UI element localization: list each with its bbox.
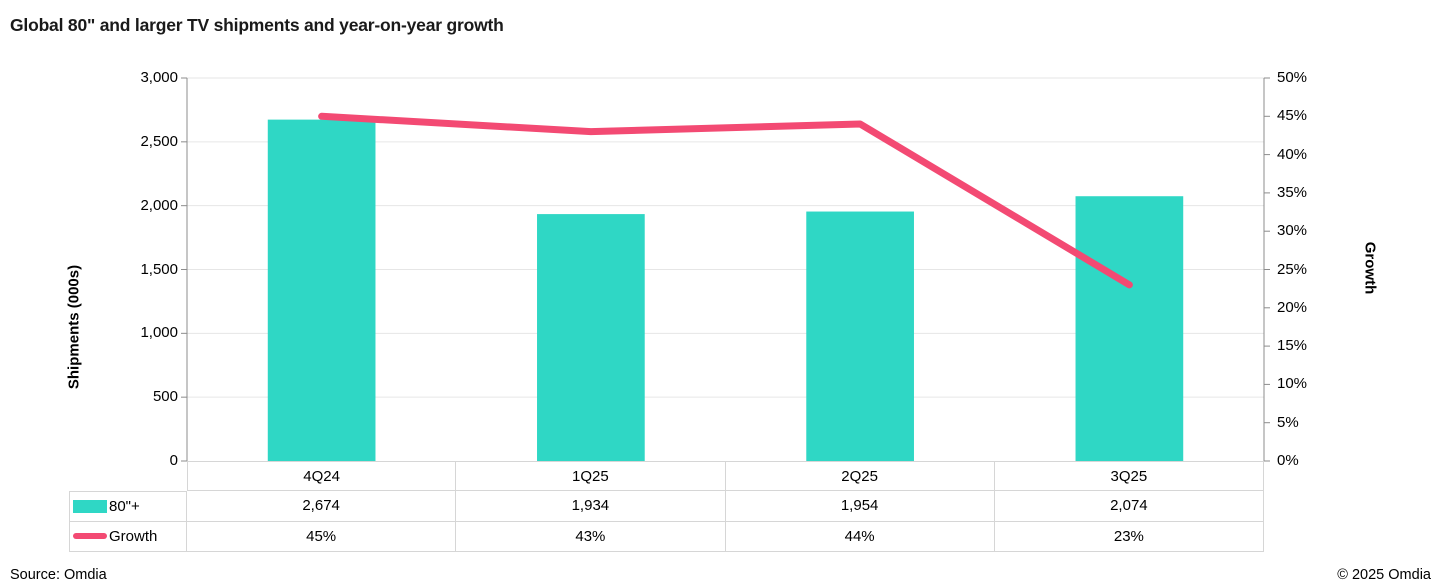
right-axis-tick-label: 10% bbox=[1277, 375, 1308, 393]
legend-label-growth: Growth bbox=[109, 527, 158, 545]
growth-value-cell-4Q24: 45% bbox=[187, 521, 457, 552]
right-axis-tick-label: 25% bbox=[1277, 260, 1308, 278]
legend-label-80plus: 80"+ bbox=[109, 497, 140, 515]
right-axis-tick-label: 0% bbox=[1277, 452, 1299, 469]
category-cell-2Q25: 2Q25 bbox=[725, 461, 995, 492]
bar-4Q24 bbox=[267, 119, 376, 462]
shipments-value-cell-2Q25: 1,954 bbox=[725, 491, 995, 522]
left-axis-tick-label: 2,500 bbox=[140, 132, 178, 150]
shipments-value-cell-1Q25: 1,934 bbox=[456, 491, 726, 522]
shipments-value-cell-3Q25: 2,074 bbox=[994, 491, 1264, 522]
axis-lines bbox=[181, 77, 1270, 462]
left-axis-tick-label: 3,000 bbox=[140, 69, 178, 86]
left-axis-tick-label: 2,000 bbox=[140, 196, 178, 214]
right-axis-tick-label: 45% bbox=[1277, 107, 1308, 125]
left-axis-tick-label: 1,000 bbox=[140, 324, 178, 342]
shipments-value-cell-4Q24: 2,674 bbox=[187, 491, 457, 522]
left-axis-tick-label: 500 bbox=[152, 388, 178, 406]
left-axis-tick-label: 0 bbox=[169, 452, 178, 469]
legend-swatch-80plus-bar bbox=[73, 499, 107, 513]
bar-3Q25 bbox=[1075, 196, 1184, 461]
category-cell-4Q24: 4Q24 bbox=[187, 461, 457, 492]
category-cell-3Q25: 3Q25 bbox=[994, 461, 1264, 492]
legend-swatch-growth-line bbox=[73, 533, 107, 540]
copyright-note: © 2025 Omdia bbox=[1337, 567, 1431, 583]
data-table: 4Q24 1Q25 2Q25 3Q25 80"+ 2,674 1,934 1,954 2,074… bbox=[69, 461, 1264, 552]
chart-title: Global 80" and larger TV shipments and y… bbox=[10, 15, 504, 35]
right-axis-tick-label: 40% bbox=[1277, 145, 1308, 163]
shipments-bars bbox=[267, 119, 1184, 462]
growth-value-cell-3Q25: 23% bbox=[994, 521, 1264, 552]
left-axis-tick-label: 1,500 bbox=[140, 260, 178, 278]
right-axis-tick-label: 15% bbox=[1277, 337, 1308, 355]
bar-1Q25 bbox=[537, 214, 645, 461]
right-axis-tick-label: 50% bbox=[1277, 69, 1308, 86]
right-axis-title: Growth bbox=[1361, 241, 1379, 295]
legend-item-growth: Growth bbox=[69, 521, 187, 552]
source-note: Source: Omdia bbox=[10, 567, 107, 583]
right-axis-tick-label: 30% bbox=[1277, 222, 1308, 240]
right-axis-tick-label: 5% bbox=[1277, 413, 1299, 431]
growth-line bbox=[318, 112, 1133, 289]
growth-value-cell-1Q25: 43% bbox=[456, 521, 726, 552]
bar-2Q25 bbox=[806, 211, 914, 461]
growth-value-cell-2Q25: 44% bbox=[725, 521, 995, 552]
table-corner-empty bbox=[69, 461, 187, 491]
left-axis-title: Shipments (000s) bbox=[65, 264, 83, 390]
right-axis-tick-label: 20% bbox=[1277, 298, 1308, 316]
legend-item-80plus: 80"+ bbox=[69, 491, 187, 522]
right-axis-tick-label: 35% bbox=[1277, 183, 1308, 201]
plot-svg bbox=[181, 77, 1270, 462]
category-cell-1Q25: 1Q25 bbox=[456, 461, 726, 492]
